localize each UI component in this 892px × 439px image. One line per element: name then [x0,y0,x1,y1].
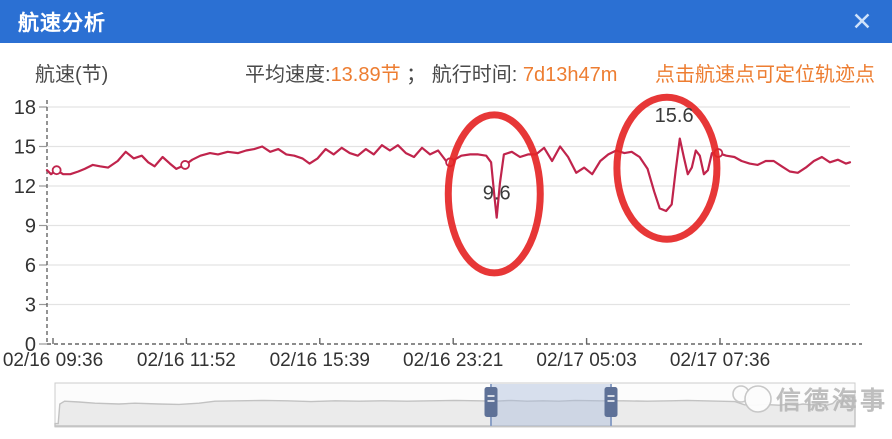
watermark-logo [744,385,772,413]
dialog-title: 航速分析 [18,11,106,35]
avg-speed-value: 13.89节 [330,64,401,86]
x-tick-label: 02/17 07:36 [670,350,770,371]
y-tick-label: 6 [25,255,36,277]
close-icon: ✕ [851,7,873,36]
highlight-ellipse [613,93,721,243]
navigator-selection[interactable] [491,384,611,426]
y-tick-label: 0 [25,334,36,356]
data-point-marker[interactable] [51,165,62,176]
x-tick-label: 02/16 09:36 [3,350,103,371]
x-tick-label: 02/16 23:21 [403,350,503,371]
annotation-label: 9.6 [483,183,511,205]
y-axis-title: 航速(节) [35,64,109,86]
y-tick-label: 9 [25,216,36,238]
data-point-marker[interactable] [180,160,191,170]
x-tick-label: 02/17 05:03 [536,350,636,371]
y-tick-label: 15 [14,137,36,159]
stats-row: 航速(节) 平均速度:13.89节 ； 航行时间: 7d13h47m 点击航速点… [0,58,892,86]
highlight-ellipse [444,111,544,277]
watermark-text: 信德海事 [776,386,888,415]
sail-time-value: 7d13h47m [522,64,618,86]
x-tick-label: 02/16 11:52 [137,350,236,371]
y-tick-label: 12 [14,176,36,198]
x-tick-label: 02/16 15:39 [270,350,370,371]
stats-separator: ； [400,64,432,86]
sail-time-label: 航行时间: [431,64,523,86]
y-tick-label: 18 [14,97,36,119]
annotation-label: 15.6 [655,105,694,127]
click-hint-text: 点击航速点可定位轨迹点 [655,64,875,86]
navigator-handle-right[interactable] [604,387,618,417]
navigator-area [54,394,856,427]
dialog-titlebar: 航速分析 ✕ [0,0,892,43]
avg-speed-label: 平均速度: [245,64,331,86]
close-button[interactable]: ✕ [846,6,878,38]
voyage-stats: 平均速度:13.89节 ； 航行时间: 7d13h47m [245,58,617,87]
y-tick-label: 3 [25,295,36,317]
navigator-handle-left[interactable] [484,387,498,417]
